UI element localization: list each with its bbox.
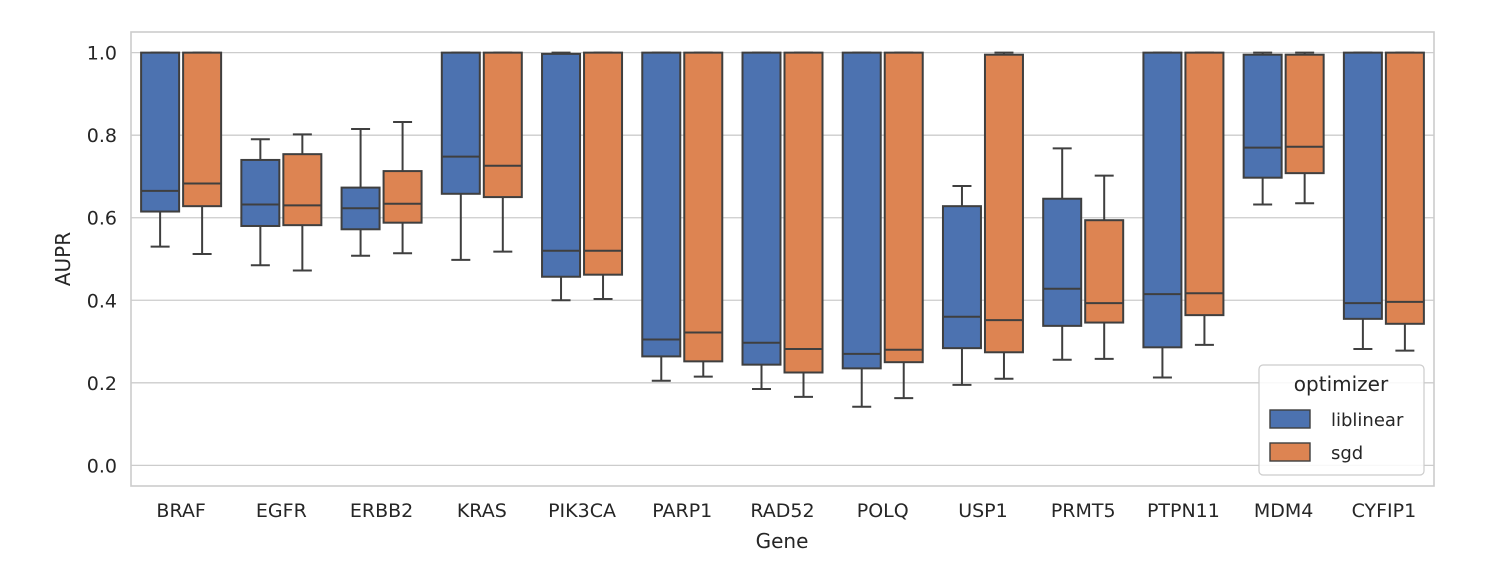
iqr-box <box>783 51 824 374</box>
box-sgd-USP1 <box>983 51 1024 380</box>
box-sgd-CYFIP1 <box>1384 51 1425 352</box>
x-tick-label: USP1 <box>958 500 1008 522</box>
iqr-box <box>182 51 223 208</box>
x-tick-label: POLQ <box>857 500 909 522</box>
iqr-box <box>741 51 782 366</box>
legend-swatch-liblinear <box>1269 409 1311 429</box>
box-liblinear-ERBB2 <box>340 127 381 257</box>
box-liblinear-USP1 <box>941 184 982 386</box>
iqr-box <box>382 170 423 224</box>
box-liblinear-KRAS <box>440 51 481 261</box>
iqr-box <box>1184 51 1225 317</box>
box-sgd-EGFR <box>282 133 323 272</box>
box-sgd-PARP1 <box>683 51 724 378</box>
x-tick-label: MDM4 <box>1254 500 1314 522</box>
x-tick-label: KRAS <box>457 500 507 522</box>
box-liblinear-RAD52 <box>741 51 782 391</box>
x-tick-label: PTPN11 <box>1147 500 1220 522</box>
box-liblinear-BRAF <box>140 51 181 248</box>
plot-background <box>131 32 1434 486</box>
iqr-box <box>1284 53 1325 175</box>
iqr-box <box>1142 51 1183 349</box>
box-sgd-BRAF <box>182 51 223 256</box>
box-sgd-KRAS <box>482 51 523 253</box>
box-sgd-PRMT5 <box>1084 174 1125 360</box>
box-sgd-PTPN11 <box>1184 51 1225 346</box>
iqr-box <box>140 51 181 213</box>
x-tick-label: RAD52 <box>750 500 814 522</box>
y-axis-title: AUPR <box>51 232 75 286</box>
x-tick-label: EGFR <box>256 500 307 522</box>
iqr-box <box>683 51 724 363</box>
box-liblinear-PARP1 <box>641 51 682 382</box>
y-tick-label: 0.4 <box>87 290 117 312</box>
box-sgd-MDM4 <box>1284 51 1325 205</box>
iqr-box <box>983 53 1024 354</box>
iqr-box <box>541 52 582 278</box>
y-tick-label: 1.0 <box>87 43 117 65</box>
iqr-box <box>1084 219 1125 324</box>
box-sgd-RAD52 <box>783 51 824 398</box>
y-tick-label: 0.0 <box>87 455 117 477</box>
box-liblinear-POLQ <box>841 51 882 408</box>
box-sgd-PIK3CA <box>583 51 624 301</box>
iqr-box <box>1242 53 1283 179</box>
box-liblinear-MDM4 <box>1242 51 1283 206</box>
y-tick-label: 0.2 <box>87 373 117 395</box>
x-tick-label: PRMT5 <box>1051 500 1116 522</box>
iqr-box <box>941 205 982 350</box>
iqr-box <box>240 158 281 227</box>
iqr-box <box>883 51 924 364</box>
plot-frame <box>130 31 1435 487</box>
x-tick-label: PIK3CA <box>548 500 616 522</box>
iqr-box <box>482 51 523 199</box>
x-tick-labels: BRAF EGFR ERBB2 KRAS PIK3CA PARP1 RAD52 POLQ USP… <box>156 500 1416 522</box>
box-liblinear-PIK3CA <box>541 51 582 302</box>
x-tick-label: PARP1 <box>652 500 712 522</box>
box-liblinear-PTPN11 <box>1142 51 1183 379</box>
legend-label-liblinear: liblinear <box>1331 410 1404 431</box>
box-liblinear-CYFIP1 <box>1342 51 1383 350</box>
x-tick-label: BRAF <box>156 500 205 522</box>
y-tick-label: 0.8 <box>87 125 117 147</box>
iqr-box <box>440 51 481 195</box>
x-tick-label: ERBB2 <box>350 500 413 522</box>
box-liblinear-EGFR <box>240 138 281 267</box>
legend-label-sgd: sgd <box>1331 443 1363 464</box>
y-tick-label: 0.6 <box>87 208 117 230</box>
iqr-box <box>1384 51 1425 325</box>
iqr-box <box>1342 51 1383 320</box>
legend: optimizer liblinear sgd <box>1258 364 1425 476</box>
iqr-box <box>641 51 682 358</box>
iqr-box <box>282 153 323 227</box>
box-sgd-ERBB2 <box>382 120 423 255</box>
box-sgd-POLQ <box>883 51 924 400</box>
iqr-box <box>841 51 882 370</box>
iqr-box <box>1042 197 1083 327</box>
x-tick-label: CYFIP1 <box>1352 500 1417 522</box>
legend-swatch-sgd <box>1269 442 1311 462</box>
iqr-box <box>583 51 624 276</box>
x-axis-title: Gene <box>756 529 809 553</box>
legend-title: optimizer <box>1294 372 1389 396</box>
box-liblinear-PRMT5 <box>1042 147 1083 361</box>
boxes <box>140 51 1425 408</box>
y-tick-labels: 0.0 0.2 0.4 0.6 0.8 1.0 <box>87 43 117 478</box>
